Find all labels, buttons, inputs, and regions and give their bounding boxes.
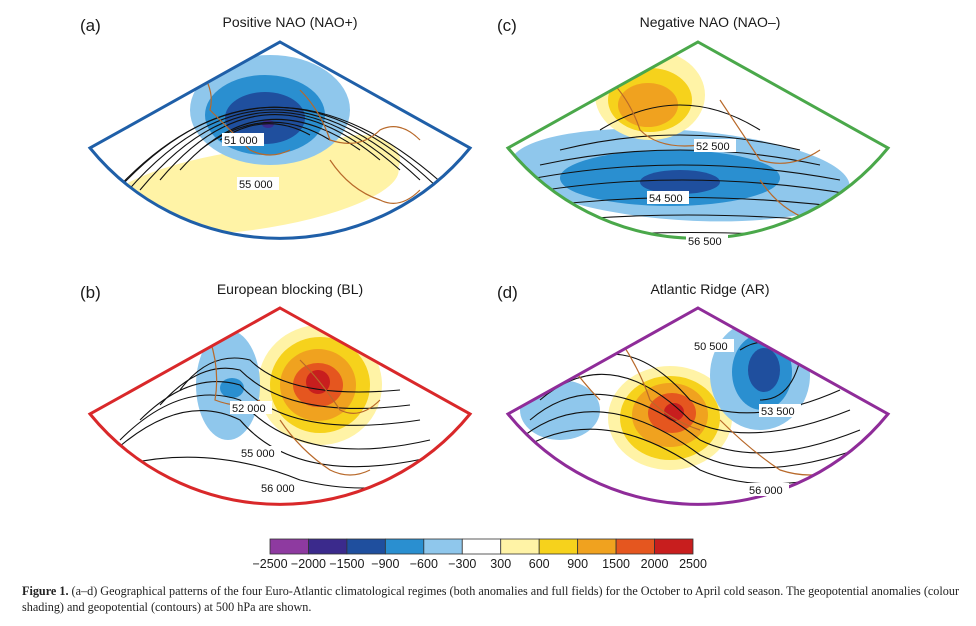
contour-label: 54 500	[649, 193, 683, 205]
colorbar-tick-label: −300	[448, 557, 477, 571]
colorbar-swatch	[346, 538, 386, 555]
colorbar-swatch	[654, 538, 694, 555]
colorbar-tick-label: −2500	[252, 557, 288, 571]
panel-letter: (d)	[497, 283, 518, 302]
colorbar-tick-label: −1500	[329, 557, 365, 571]
geopotential-contours	[90, 106, 461, 221]
colorbar-tick-label: 1500	[602, 557, 630, 571]
contour-label: 55 000	[241, 448, 275, 460]
contour-label: 56 000	[261, 483, 295, 495]
colorbar-tick-label: 2000	[640, 557, 669, 571]
panel-letter: (c)	[497, 16, 517, 35]
contour-label: 56 500	[688, 236, 722, 248]
panel-title: Positive NAO (NAO+)	[222, 14, 358, 30]
panel-letter: (a)	[80, 16, 101, 35]
colorbar-swatch	[615, 538, 655, 555]
contour-label: 55 000	[239, 179, 273, 191]
contour-label: 51 000	[224, 135, 258, 147]
map-frame	[87, 40, 473, 240]
anomaly-negative	[748, 348, 780, 392]
colorbar-swatch	[423, 538, 463, 555]
colorbar-tick-label: 2500	[679, 557, 707, 571]
contour-label: 52 000	[232, 403, 266, 415]
colorbar-swatch	[461, 538, 502, 555]
coastlines	[199, 69, 421, 204]
colorbar-tick-label: 600	[528, 557, 550, 571]
colorbar-swatch	[500, 538, 540, 555]
colorbar-swatch	[538, 538, 579, 555]
panel-letter: (b)	[80, 283, 101, 302]
contour-label: 52 500	[696, 141, 730, 153]
colorbar-swatch	[269, 538, 309, 555]
caption-text: (a–d) Geographical patterns of the four …	[22, 584, 960, 614]
colorbar-tick-label: 900	[567, 557, 589, 571]
anomaly-maximum	[664, 403, 684, 421]
colorbar-tick-label: −600	[409, 557, 438, 571]
panel-title: Negative NAO (NAO–)	[639, 14, 781, 30]
colorbar-tick-label: −2000	[290, 557, 327, 571]
contour-label: 56 000	[749, 485, 783, 497]
anomaly-positive	[618, 83, 678, 127]
map-frame	[505, 306, 891, 506]
colorbar-swatch	[308, 538, 348, 555]
caption-label: Figure 1.	[22, 584, 69, 598]
colorbar-tick-label: −900	[371, 557, 400, 571]
colorbar-swatch	[384, 538, 425, 555]
anomaly-negative	[640, 170, 720, 194]
panel-title: Atlantic Ridge (AR)	[650, 281, 770, 297]
anomaly-negative	[225, 92, 305, 144]
contour-label: 50 500	[694, 341, 728, 353]
colorbar-swatch	[577, 538, 617, 555]
map-frame	[87, 306, 473, 506]
figure-caption: Figure 1. (a–d) Geographical patterns of…	[22, 583, 962, 615]
contour-label: 53 500	[761, 406, 795, 418]
anomaly-negative	[220, 378, 244, 398]
colorbar-tick-label: 300	[490, 557, 512, 571]
panel-title: European blocking (BL)	[216, 281, 364, 297]
